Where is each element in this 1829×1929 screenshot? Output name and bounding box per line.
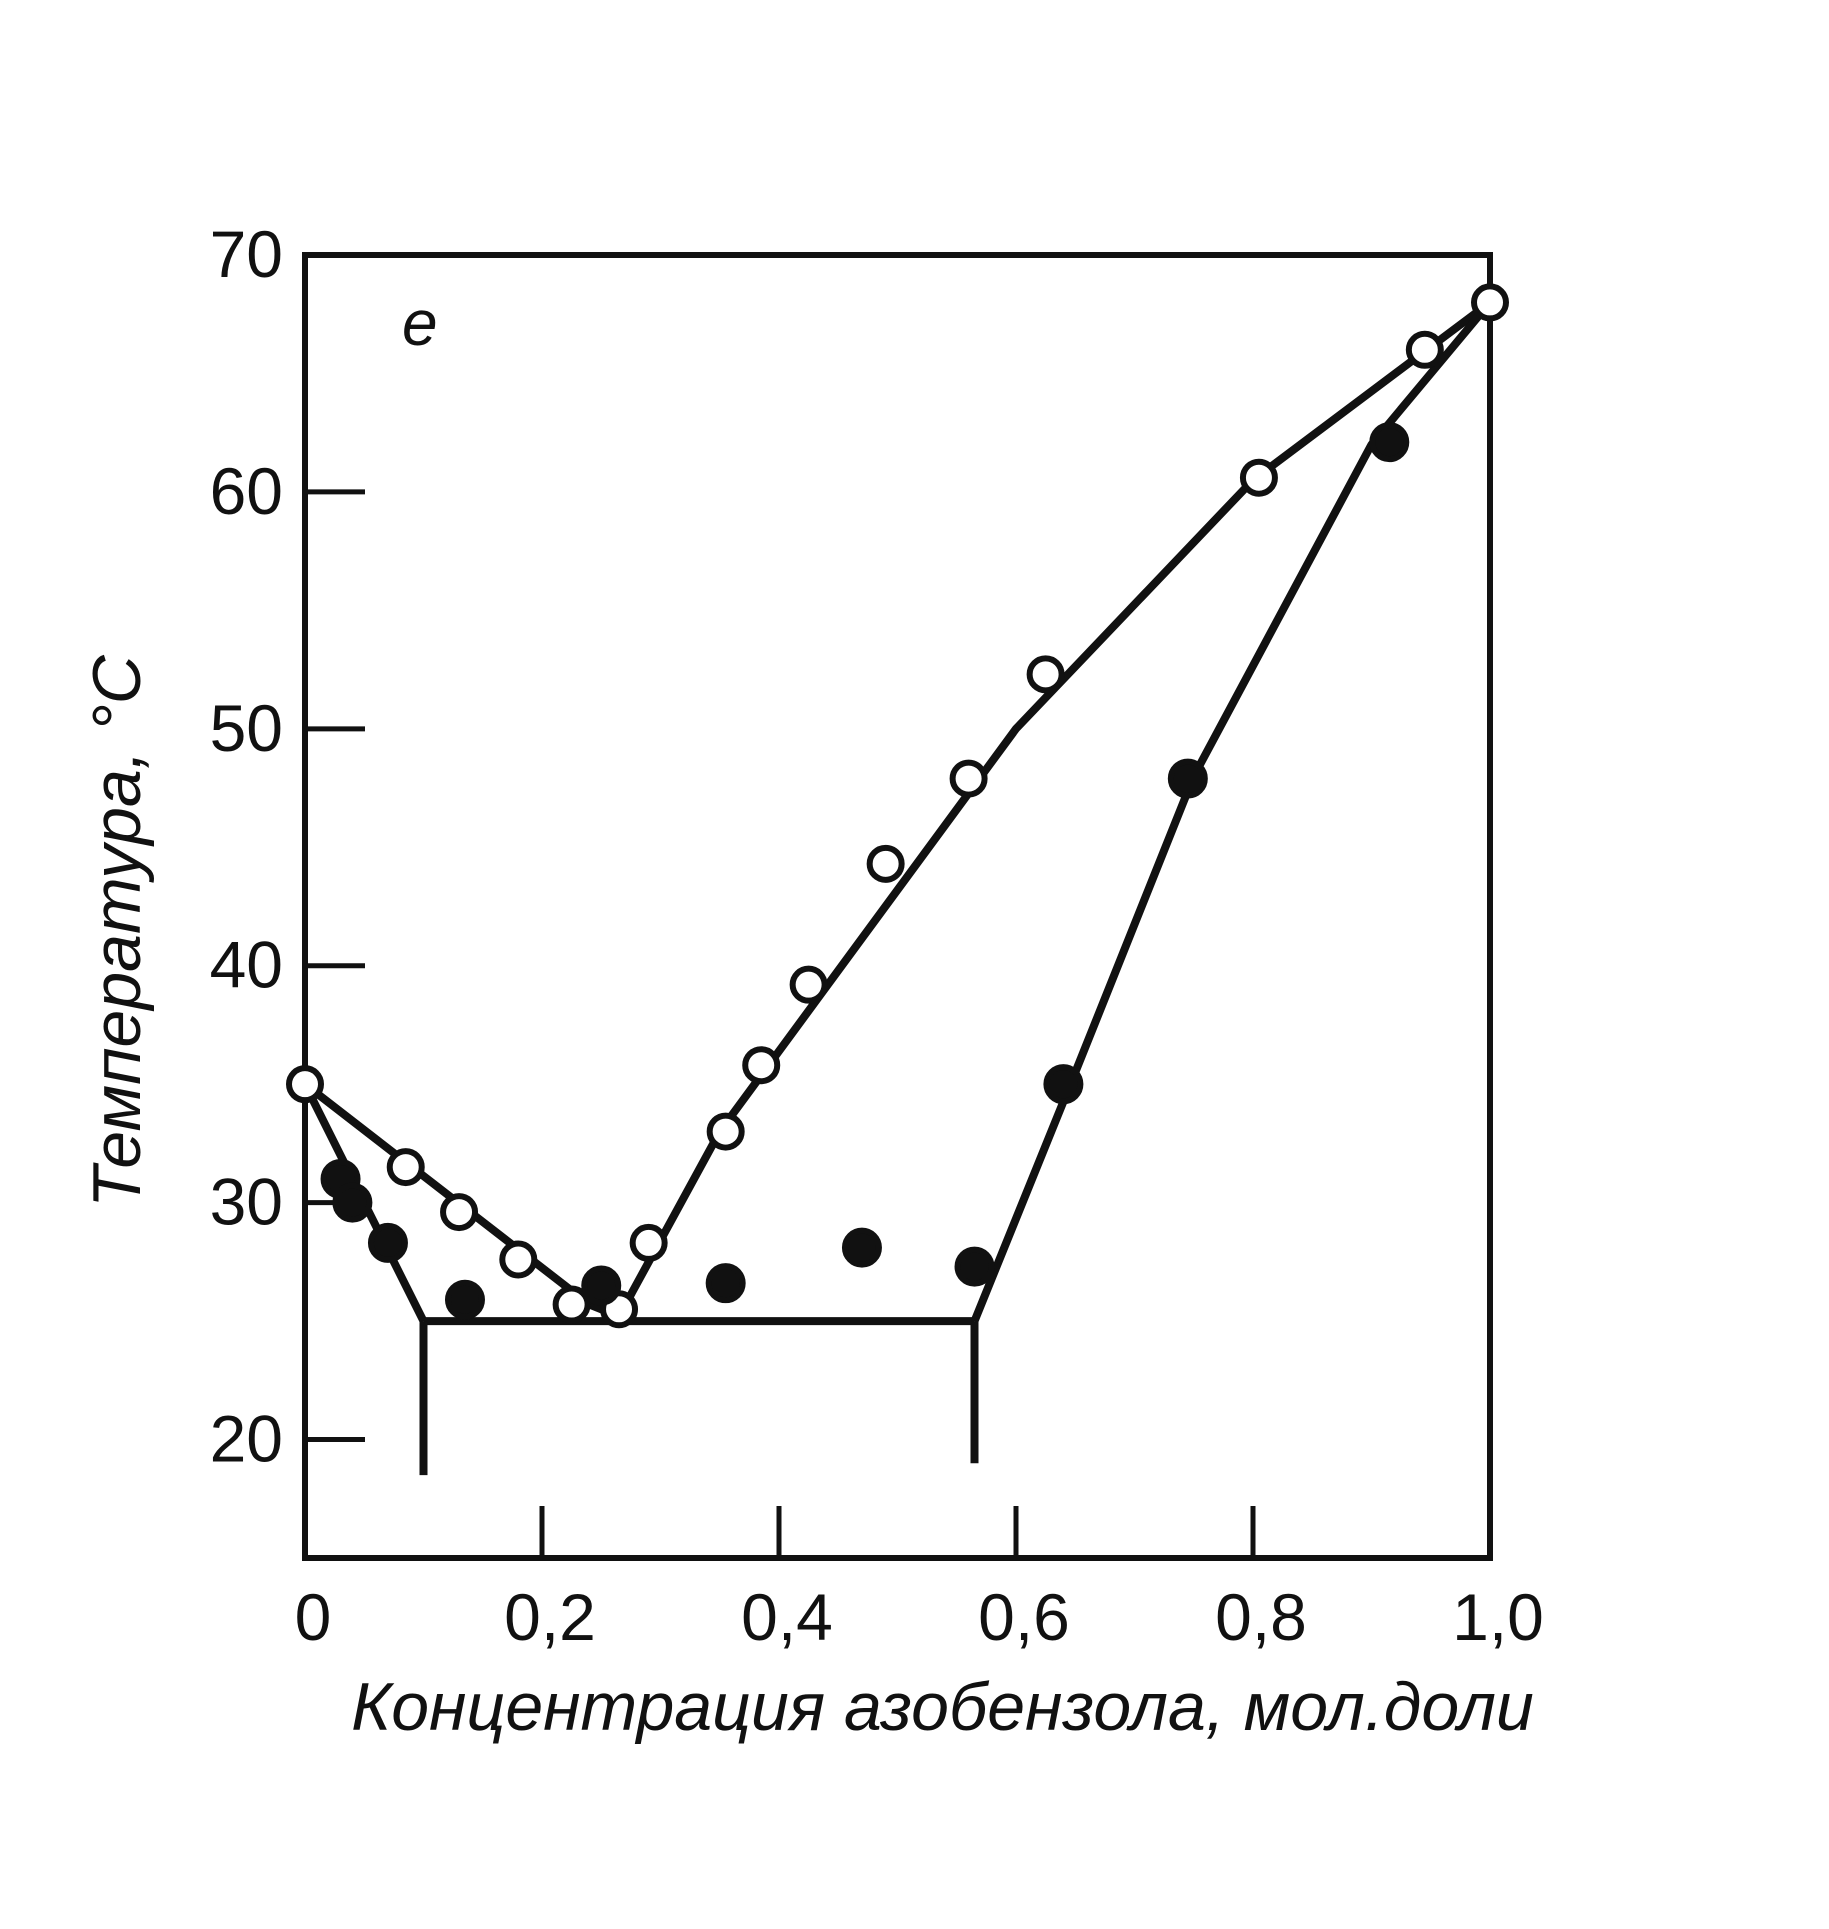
x-axis: 0 0,2 0,4 0,6 0,8 1,0 — [295, 1506, 1544, 1654]
data-point-open — [629, 1223, 668, 1262]
x-tick-label: 1,0 — [1452, 1580, 1544, 1654]
data-point-open — [286, 1065, 324, 1104]
curve-line-3 — [970, 299, 1494, 1323]
data-point-filled — [332, 1182, 373, 1223]
data-point-open — [386, 1148, 425, 1187]
data-point-open — [1471, 283, 1509, 322]
y-tick-label: 70 — [210, 217, 283, 291]
y-axis-title: Температура, °C — [79, 654, 155, 1208]
data-point-filled — [954, 1246, 995, 1287]
data-point-filled — [1167, 758, 1208, 799]
y-axis: 20 30 40 50 60 70 — [210, 217, 365, 1476]
data-point-filled — [705, 1263, 746, 1304]
points-group — [286, 283, 1509, 1329]
x-tick-label: 0,6 — [978, 1580, 1070, 1654]
data-point-filled — [581, 1265, 622, 1306]
x-axis-title: Концентрация азобензола, мол.доли — [351, 1669, 1534, 1745]
y-tick-label: 50 — [210, 691, 283, 765]
data-point-filled — [444, 1279, 485, 1320]
x-tick-label: 0,2 — [504, 1580, 596, 1654]
x-tick-label: 0,8 — [1215, 1580, 1307, 1654]
data-point-filled — [367, 1222, 408, 1263]
data-point-filled — [1043, 1064, 1084, 1105]
data-point-open — [706, 1112, 745, 1151]
data-point-open — [866, 844, 905, 883]
data-point-open — [1405, 330, 1444, 369]
y-tick-label: 20 — [210, 1402, 283, 1476]
data-point-open — [949, 759, 988, 798]
panel-label: e — [402, 287, 438, 359]
y-tick-label: 60 — [210, 454, 283, 528]
data-point-open — [499, 1240, 538, 1279]
curve-line-0 — [302, 299, 1493, 1321]
plot-frame — [302, 252, 1493, 1561]
data-point-open — [440, 1193, 479, 1232]
data-point-filled — [1369, 422, 1410, 463]
data-point-open — [1239, 458, 1278, 497]
data-point-open — [552, 1285, 591, 1324]
y-tick-label: 30 — [210, 1165, 283, 1239]
data-point-open — [789, 965, 828, 1004]
data-point-open — [742, 1046, 781, 1085]
data-point-filled — [841, 1227, 882, 1268]
x-tick-label: 0 — [295, 1580, 332, 1654]
y-tick-label: 40 — [210, 928, 283, 1002]
x-tick-label: 0,4 — [741, 1580, 833, 1654]
data-point-open — [1026, 655, 1065, 694]
